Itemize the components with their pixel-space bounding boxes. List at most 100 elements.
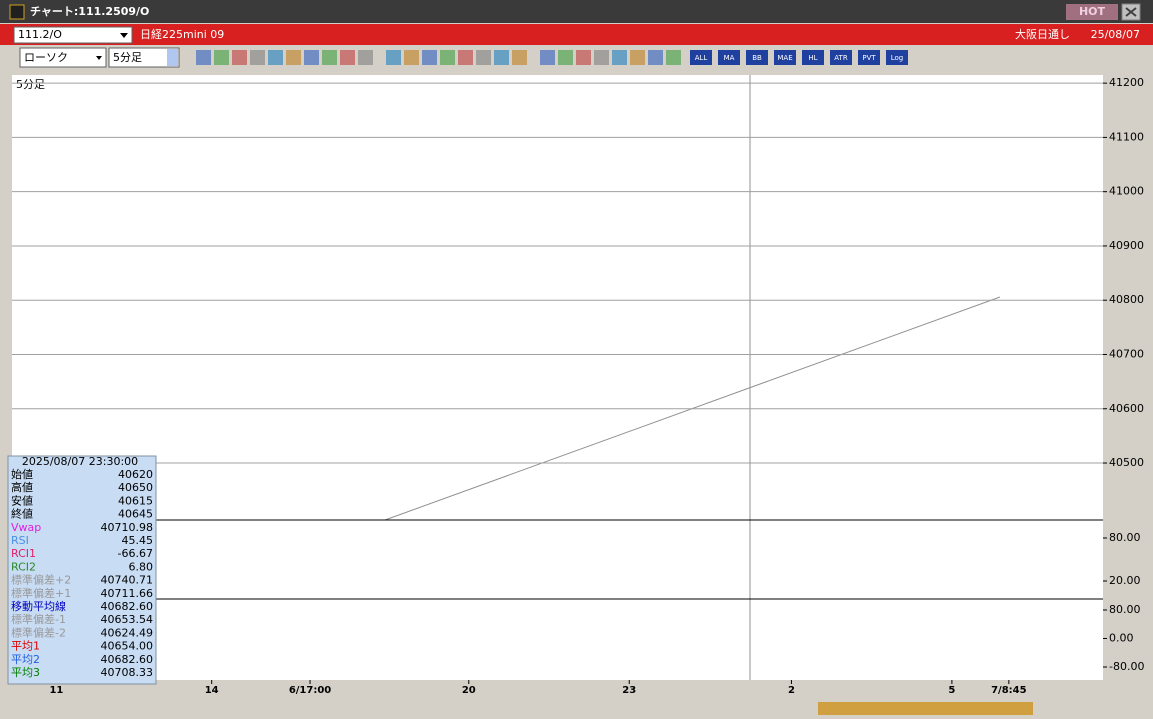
- dropdown-arrow: [120, 33, 128, 38]
- info-value: 40650: [118, 481, 153, 494]
- x-tick-label: 6/17:00: [289, 685, 331, 696]
- toolbar-icon-label: MA: [724, 54, 735, 62]
- hot-label: HOT: [1079, 5, 1106, 18]
- toolbar-icon[interactable]: [458, 50, 473, 65]
- x-tick-label: 5: [948, 685, 955, 696]
- toolbar-icon[interactable]: [594, 50, 609, 65]
- info-rows: 始値 40620 高値 40650 安値 40615 終値 40645 Vwap 40710.98…: [11, 467, 153, 679]
- y-tick-label: 41100: [1109, 130, 1144, 143]
- toolbar-icon-label: BB: [752, 54, 762, 62]
- toolbar-icon[interactable]: [286, 50, 301, 65]
- toolbar-icon[interactable]: [830, 50, 852, 65]
- info-value: -66.67: [118, 547, 153, 560]
- instrument-name: 日経225mini 09: [140, 28, 224, 41]
- y-tick-label: 40700: [1109, 347, 1144, 360]
- y-tick-label: 80.00: [1109, 603, 1141, 616]
- toolbar-icon[interactable]: [718, 50, 740, 65]
- info-value: 40682.60: [101, 653, 154, 666]
- dropdown-button[interactable]: [167, 49, 178, 66]
- toolbar-icon[interactable]: [576, 50, 591, 65]
- toolbar-icon[interactable]: [476, 50, 491, 65]
- x-tick-label: 14: [205, 685, 219, 696]
- y-tick-label: 41000: [1109, 185, 1144, 198]
- interval: 5分足: [113, 51, 142, 64]
- y-tick-label: 40800: [1109, 293, 1144, 306]
- info-label: 標準偏差+1: [11, 586, 71, 600]
- y-tick-label: 80.00: [1109, 531, 1141, 544]
- toolbar-icon[interactable]: [690, 50, 712, 65]
- toolbar-icon-label: MAE: [777, 54, 792, 62]
- toolbar-icon[interactable]: [358, 50, 373, 65]
- info-label: 移動平均線: [11, 599, 66, 613]
- chart-kind-select[interactable]: [19, 47, 107, 68]
- x-tick-label: 20: [462, 685, 476, 696]
- toolbar-icon[interactable]: [746, 50, 768, 65]
- info-value: 40710.98: [101, 521, 154, 534]
- info-value: 40654.00: [101, 640, 154, 653]
- info-label: RCI1: [11, 547, 36, 560]
- toolbar-icon[interactable]: [340, 50, 355, 65]
- y-tick-label: 20.00: [1109, 574, 1141, 587]
- info-label: 標準偏差+2: [11, 573, 71, 587]
- y-tick-label: 0.00: [1109, 631, 1134, 644]
- chart-marks: [12, 82, 1107, 684]
- toolbar-icon-label: PVT: [862, 54, 876, 62]
- toolbar-icon[interactable]: [386, 50, 401, 65]
- info-label: 平均2: [11, 653, 40, 666]
- toolbar-icon[interactable]: [440, 50, 455, 65]
- toolbar-icon[interactable]: [422, 50, 437, 65]
- window-title: チャート:111.2509/O: [30, 5, 149, 18]
- info-label: 平均1: [11, 640, 40, 653]
- info-value: 40740.71: [101, 574, 154, 587]
- toolbar-icon-label: ATR: [834, 54, 848, 62]
- x-tick-label: 7/8:45: [991, 685, 1027, 696]
- symbol-select[interactable]: [13, 26, 133, 44]
- toolbar-icon[interactable]: [494, 50, 509, 65]
- toolbar-icons: ALL MA BB MAE HL ATR PVT Log: [196, 50, 908, 65]
- toolbar-icon[interactable]: [304, 50, 319, 65]
- info-label: RSI: [11, 534, 29, 547]
- info-value: 40708.33: [101, 666, 154, 679]
- toolbar-icon[interactable]: [802, 50, 824, 65]
- symbol: 111.2/O: [18, 28, 62, 41]
- title-bar: [0, 0, 1153, 23]
- toolbar-icon[interactable]: [512, 50, 527, 65]
- info-value: 40711.66: [101, 587, 154, 600]
- info-label: 始値: [11, 467, 33, 481]
- toolbar-icon[interactable]: [232, 50, 247, 65]
- y-tick-label: 41200: [1109, 76, 1144, 89]
- info-box: [7, 455, 157, 685]
- scrollbar-thumb[interactable]: [818, 702, 1033, 715]
- toolbar-icon[interactable]: [540, 50, 555, 65]
- toolbar-icon[interactable]: [196, 50, 211, 65]
- info-label: 平均3: [11, 666, 40, 679]
- x-tick-label: 2: [788, 685, 795, 696]
- close-icon: [1125, 7, 1137, 17]
- info-label: 標準偏差-1: [11, 612, 66, 626]
- y-tick-label: 40500: [1109, 456, 1144, 469]
- hot-button[interactable]: [1066, 4, 1118, 20]
- toolbar-icon[interactable]: [322, 50, 337, 65]
- toolbar-icon[interactable]: [250, 50, 265, 65]
- toolbar-icon[interactable]: [612, 50, 627, 65]
- toolbar-icon[interactable]: [774, 50, 796, 65]
- info-value: 40624.49: [101, 626, 154, 639]
- toolbar-icon-label: ALL: [695, 54, 708, 62]
- date: 25/08/07: [1091, 28, 1140, 41]
- interval-select[interactable]: [108, 47, 180, 68]
- toolbar-icon[interactable]: [214, 50, 229, 65]
- toolbar-icon[interactable]: [558, 50, 573, 65]
- info-label: 終値: [11, 507, 33, 521]
- y-tick-label: 40900: [1109, 239, 1144, 252]
- chart-kind: ローソク: [24, 51, 68, 64]
- info-value: 45.45: [122, 534, 154, 547]
- toolbar-icon[interactable]: [630, 50, 645, 65]
- y-tick-label: -80.00: [1109, 660, 1144, 673]
- toolbar-icon[interactable]: [666, 50, 681, 65]
- toolbar-icon[interactable]: [404, 50, 419, 65]
- toolbar-icon[interactable]: [648, 50, 663, 65]
- toolbar-icon[interactable]: [858, 50, 880, 65]
- toolbar-icon[interactable]: [886, 50, 908, 65]
- toolbar-icon[interactable]: [268, 50, 283, 65]
- info-label: RCI2: [11, 560, 36, 573]
